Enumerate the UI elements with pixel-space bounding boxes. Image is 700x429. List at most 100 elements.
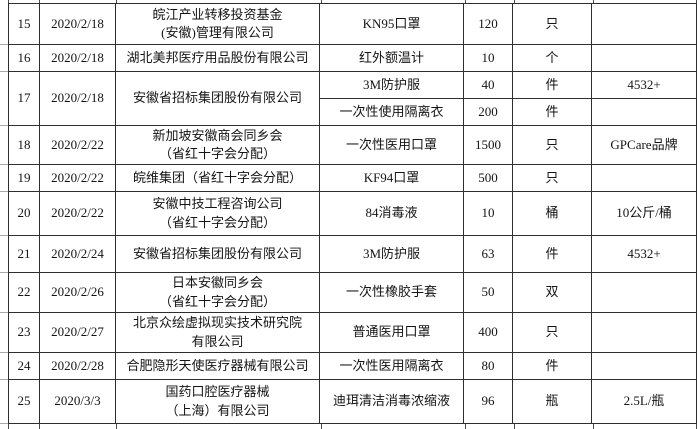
table-row: 25 2020/3/3 国药口腔医疗器械 （上海）有限公司 迪珥清洁消毒浓缩液 … xyxy=(8,379,697,424)
grid-line-stub xyxy=(39,424,40,429)
cell-quantity: 80 xyxy=(463,352,513,380)
grid-line-stub xyxy=(8,0,9,3)
cell-note xyxy=(591,312,697,353)
cell-donor: 合肥隐形天使医疗器械有限公司 xyxy=(115,352,320,380)
table-row: 19 2020/2/22 皖维集团（省红十字会分配） KF94口罩 500 只 xyxy=(8,164,697,192)
cell-quantity: 10 xyxy=(463,191,513,236)
cell-unit: 双 xyxy=(512,272,592,313)
cell-donor: 皖江产业转移投资基金 (安徽)管理有限公司 xyxy=(115,3,320,45)
cell-note: GPCare品牌 xyxy=(591,125,697,165)
cell-item: 一次性医用隔离衣 xyxy=(319,352,464,380)
cell-date: 2020/2/18 xyxy=(39,3,116,45)
grid-line-stub xyxy=(0,379,8,380)
table-row: 20 2020/2/22 安徽中技工程咨询公司 （省红十字会分配） 84消毒液 … xyxy=(8,191,697,236)
grid-line-stub xyxy=(593,0,594,3)
grid-line-stub xyxy=(696,424,697,429)
cell-serial: 24 xyxy=(8,352,40,380)
cell-donor: 国药口腔医疗器械 （上海）有限公司 xyxy=(115,379,320,424)
cell-serial: 17 xyxy=(8,71,40,126)
table-row: 24 2020/2/28 合肥隐形天使医疗器械有限公司 一次性医用隔离衣 80 … xyxy=(8,352,697,380)
grid-line-stub xyxy=(514,424,515,429)
cell-serial: 16 xyxy=(8,44,40,72)
cell-donor: 皖维集团（省红十字会分配） xyxy=(115,164,320,192)
grid-line-stub xyxy=(116,424,117,429)
cell-donor: 安徽中技工程咨询公司 （省红十字会分配） xyxy=(115,191,320,236)
cell-unit: 件 xyxy=(512,352,592,380)
cell-serial: 18 xyxy=(8,125,40,165)
grid-line-stub xyxy=(39,0,40,3)
cell-note xyxy=(591,44,697,72)
table-row: 15 2020/2/18 皖江产业转移投资基金 (安徽)管理有限公司 KN95口… xyxy=(8,3,697,45)
grid-line-stub xyxy=(514,0,515,3)
grid-line-stub xyxy=(0,423,8,424)
cell-item: 普通医用口罩 xyxy=(319,312,464,353)
cell-note xyxy=(591,272,697,313)
cell-date: 2020/2/22 xyxy=(39,125,116,165)
donation-table: 15 2020/2/18 皖江产业转移投资基金 (安徽)管理有限公司 KN95口… xyxy=(8,3,697,424)
cell-note: 2.5L/瓶 xyxy=(591,379,697,424)
cell-date: 2020/2/22 xyxy=(39,191,116,236)
cell-date: 2020/2/28 xyxy=(39,352,116,380)
cell-date: 2020/2/26 xyxy=(39,272,116,313)
cell-note: 4532+ xyxy=(591,71,697,99)
grid-line-stub xyxy=(0,235,8,236)
cell-note xyxy=(591,3,697,45)
cell-quantity: 10 xyxy=(463,44,513,72)
cell-serial: 15 xyxy=(8,3,40,45)
cell-donor: 日本安徽同乡会 （省红十字会分配） xyxy=(115,272,320,313)
cell-serial: 21 xyxy=(8,235,40,273)
grid-line-stub xyxy=(0,312,8,313)
grid-line-stub xyxy=(0,71,8,72)
cell-item: 一次性医用口罩 xyxy=(319,125,464,165)
cell-unit: 件 xyxy=(512,98,592,126)
grid-line-stub xyxy=(465,424,466,429)
cell-quantity: 63 xyxy=(463,235,513,273)
grid-line-stub xyxy=(465,0,466,3)
grid-line-stub xyxy=(0,125,8,126)
cell-serial: 22 xyxy=(8,272,40,313)
cell-donor: 湖北美邦医疗用品股份有限公司 xyxy=(115,44,320,72)
grid-line-stub xyxy=(321,0,322,3)
cell-unit: 只 xyxy=(512,312,592,353)
table-row: 23 2020/2/27 北京众绘虚拟现实技术研究院 有限公司 普通医用口罩 4… xyxy=(8,312,697,353)
grid-line-stub xyxy=(8,424,9,429)
cell-item: 一次性使用隔离衣 xyxy=(319,98,464,126)
table-row: 22 2020/2/26 日本安徽同乡会 （省红十字会分配） 一次性橡胶手套 5… xyxy=(8,272,697,313)
cell-serial: 23 xyxy=(8,312,40,353)
cell-item: 3M防护服 xyxy=(319,235,464,273)
cell-unit: 瓶 xyxy=(512,379,592,424)
grid-line-stub xyxy=(0,191,8,192)
cell-unit: 只 xyxy=(512,125,592,165)
cell-item: KF94口罩 xyxy=(319,164,464,192)
cell-date: 2020/2/27 xyxy=(39,312,116,353)
cell-item: 3M防护服 xyxy=(319,71,464,99)
cell-quantity: 50 xyxy=(463,272,513,313)
grid-line-stub xyxy=(0,164,8,165)
cell-date: 2020/2/18 xyxy=(39,44,116,72)
cell-note xyxy=(591,164,697,192)
cell-date: 2020/2/24 xyxy=(39,235,116,273)
table-row: 一次性使用隔离衣 200 件 xyxy=(9,98,697,126)
cell-quantity: 500 xyxy=(463,164,513,192)
cell-item: 红外额温计 xyxy=(319,44,464,72)
grid-line-stub xyxy=(0,352,8,353)
cell-date: 2020/2/22 xyxy=(39,164,116,192)
grid-line-stub xyxy=(0,44,8,45)
cell-unit: 只 xyxy=(512,164,592,192)
grid-line-stub xyxy=(696,0,697,3)
cell-unit: 件 xyxy=(512,71,592,99)
cell-quantity: 96 xyxy=(463,379,513,424)
cell-note: 4532+ xyxy=(591,235,697,273)
cell-serial: 19 xyxy=(8,164,40,192)
cell-note: 10公斤/桶 xyxy=(591,191,697,236)
cell-serial: 20 xyxy=(8,191,40,236)
cell-donor: 新加坡安徽商会同乡会 （省红十字会分配） xyxy=(115,125,320,165)
cell-unit: 只 xyxy=(512,3,592,45)
cell-item: KN95口罩 xyxy=(319,3,464,45)
cell-donor: 北京众绘虚拟现实技术研究院 有限公司 xyxy=(115,312,320,353)
table-row: 18 2020/2/22 新加坡安徽商会同乡会 （省红十字会分配） 一次性医用口… xyxy=(8,125,697,165)
grid-line-stub xyxy=(0,272,8,273)
cell-unit: 件 xyxy=(512,235,592,273)
cell-note xyxy=(591,352,697,380)
